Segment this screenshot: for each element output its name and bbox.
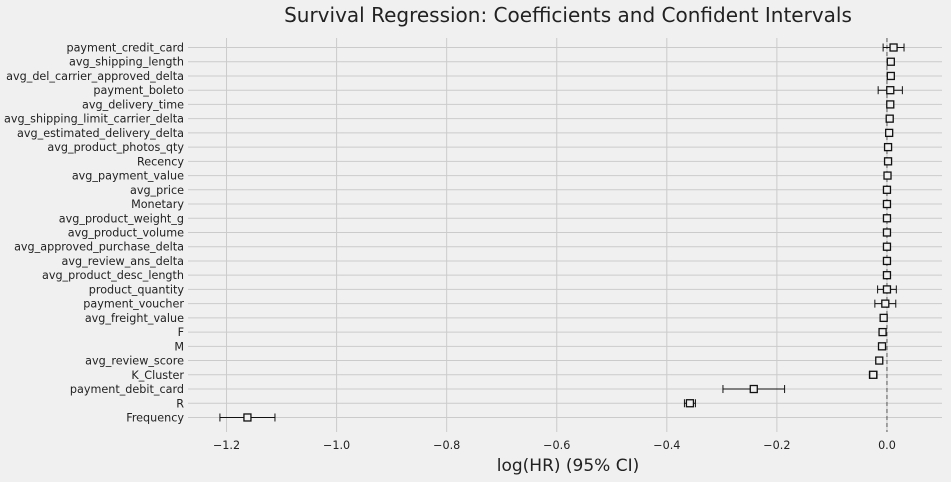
coef-marker (885, 114, 894, 123)
x-tick-label: −0.2 (763, 439, 790, 452)
y-tick-labels: payment_credit_cardavg_shipping_lengthav… (4, 42, 184, 425)
x-tick-label: −1.2 (213, 439, 240, 452)
coef-marker (882, 256, 892, 266)
coef-marker (877, 342, 887, 351)
x-tick-label: −0.6 (543, 439, 570, 452)
coef-marker (882, 185, 892, 194)
y-tick-label: F (178, 326, 184, 339)
chart-title: Survival Regression: Coefficients and Co… (284, 3, 852, 27)
y-tick-label: avg_review_ans_delta (62, 255, 184, 268)
coef-marker (889, 43, 898, 52)
y-tick-label: R (176, 397, 184, 410)
coef-marker (883, 157, 893, 166)
y-tick-label: payment_boleto (93, 84, 184, 97)
coef-marker (885, 128, 894, 138)
x-tick-label: −0.4 (653, 439, 680, 452)
coef-marker (882, 242, 892, 251)
x-axis-label: log(HR) (95% CI) (497, 456, 640, 476)
y-tick-label: avg_product_photos_qty (47, 141, 184, 154)
y-tick-label: Monetary (131, 198, 184, 211)
y-tick-label: avg_product_volume (68, 226, 184, 239)
coef-marker (886, 100, 895, 109)
coef-marker (882, 228, 892, 237)
y-tick-label: avg_freight_value (85, 312, 184, 325)
coef-marker (875, 356, 884, 365)
marks-layer (219, 43, 905, 422)
coef-marker (886, 71, 895, 81)
coef-marker (882, 214, 892, 223)
y-tick-label: avg_product_desc_length (42, 269, 184, 282)
coef-marker (882, 199, 892, 209)
y-tick-label: payment_credit_card (66, 42, 184, 55)
x-tick-labels: −1.2 −1.0 −0.8 −0.6 −0.4 −0.2 0.0 (213, 439, 896, 452)
y-tick-label: avg_review_score (85, 355, 184, 368)
coef-marker (883, 171, 892, 180)
coef-marker (879, 313, 888, 323)
coef-marker (243, 413, 252, 422)
y-tick-label: avg_shipping_limit_carrier_delta (4, 113, 184, 126)
y-tick-label: payment_voucher (83, 298, 184, 311)
x-tick-label: −0.8 (433, 439, 460, 452)
coef-marker (882, 271, 892, 280)
coef-marker (881, 299, 890, 308)
coef-marker (749, 384, 758, 394)
y-tick-label: avg_del_carrier_approved_delta (6, 70, 184, 83)
x-tick-label: −1.0 (323, 439, 350, 452)
coef-marker (886, 86, 895, 95)
coef-marker (883, 142, 893, 152)
coef-marker (882, 285, 892, 294)
y-tick-label: M (174, 340, 184, 353)
y-tick-label: avg_estimated_delivery_delta (17, 127, 184, 140)
y-tick-label: payment_debit_card (70, 383, 184, 396)
grid-layer (188, 38, 942, 432)
coef-marker (886, 57, 895, 66)
y-tick-label: avg_delivery_time (82, 98, 184, 111)
y-tick-label: product_quantity (89, 283, 185, 296)
y-tick-label: avg_shipping_length (69, 56, 184, 69)
y-tick-label: avg_product_weight_g (59, 212, 184, 225)
y-tick-label: avg_payment_value (72, 170, 184, 183)
x-tick-label: 0.0 (878, 439, 896, 452)
y-tick-label: avg_approved_purchase_delta (14, 241, 184, 254)
y-tick-label: Recency (137, 155, 184, 168)
y-tick-label: K_Cluster (131, 369, 184, 382)
coef-marker (685, 399, 695, 408)
coef-marker (878, 327, 887, 337)
y-tick-label: avg_price (130, 184, 184, 197)
y-tick-label: Frequency (126, 411, 184, 424)
coef-marker (869, 370, 878, 379)
